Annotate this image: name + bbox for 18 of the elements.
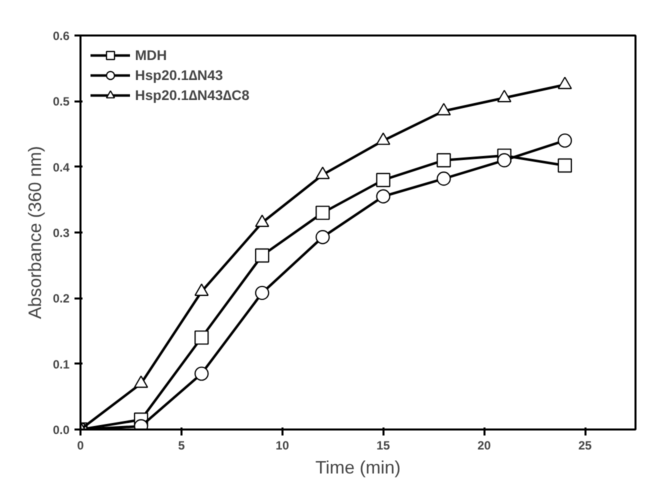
y-tick-label: 0.0 <box>52 423 70 437</box>
y-tick-label: 0.6 <box>52 29 70 43</box>
y-tick-label: 0.5 <box>52 94 70 109</box>
y-axis-title: Absorbance (360 nm) <box>24 146 45 320</box>
x-tick-label: 25 <box>578 438 592 452</box>
legend-label: MDH <box>135 47 167 63</box>
x-tick-label: 10 <box>276 438 290 452</box>
x-tick-label: 5 <box>178 438 186 452</box>
x-tick-label: 15 <box>376 438 390 452</box>
legend-label: Hsp20.1∆N43 <box>135 67 223 83</box>
x-tick-label: 20 <box>477 438 492 452</box>
legend-label: Hsp20.1∆N43∆C8 <box>135 87 250 103</box>
y-tick-label: 0.3 <box>52 226 70 240</box>
y-tick-label: 0.2 <box>52 292 70 306</box>
y-tick-label: 0.1 <box>52 357 70 372</box>
x-axis-title: Time (min) <box>315 458 401 478</box>
y-tick-label: 0.4 <box>52 160 70 174</box>
x-tick-label: 0 <box>77 438 84 452</box>
